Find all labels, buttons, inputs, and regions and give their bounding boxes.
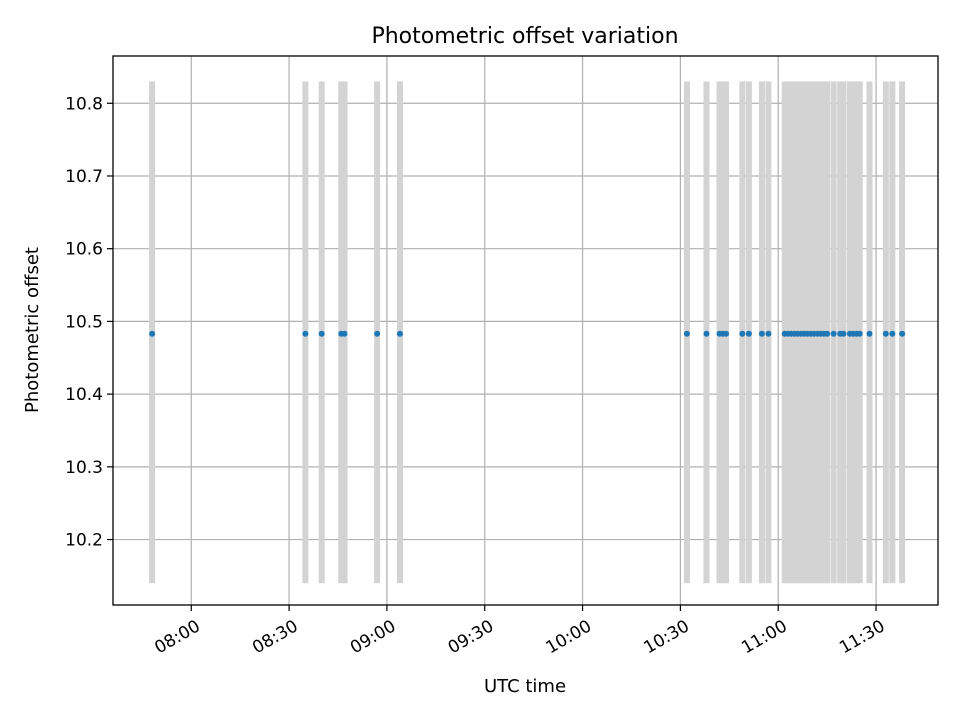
plot-frame [112,55,939,606]
data-point [824,330,831,337]
x-tick-label: 11:30 [836,616,888,658]
data-point [866,330,873,337]
chart-title: Photometric offset variation [371,24,678,49]
y-tick-label: 10.3 [65,458,103,478]
y-tick-label: 10.7 [65,167,103,187]
y-tick-label: 10.5 [65,312,103,332]
tick-layer: 08:00 08:30 09:00 09:30 10:00 10:30 11:00 11:30… [65,94,888,658]
y-tick-label: 10.8 [65,94,103,114]
x-tick-label: 10:30 [640,616,692,658]
y-tick-label: 10.4 [65,385,103,405]
x-tick-label: 09:30 [445,616,497,658]
data-point [830,330,837,337]
data-point [758,330,765,337]
data-point [723,330,730,337]
y-axis-label: Photometric offset [22,247,43,413]
data-point [745,330,752,337]
data-point [889,330,896,337]
x-tick-label: 08:30 [249,616,301,658]
data-point [765,330,772,337]
data-point [318,330,325,337]
data-point [374,330,381,337]
y-tick-label: 10.6 [65,240,103,260]
x-tick-label: 09:00 [347,616,399,658]
data-point [856,330,863,337]
data-point [703,330,710,337]
x-axis-label: UTC time [484,676,566,697]
data-point [149,330,156,337]
data-point [840,330,847,337]
data-point [739,330,746,337]
data-point [683,330,690,337]
x-tick-label: 10:00 [543,616,595,658]
x-tick-label: 11:00 [738,616,790,658]
x-tick-label: 08:00 [151,616,203,658]
data-point [396,330,403,337]
data-point [882,330,889,337]
data-point [302,330,309,337]
data-point [899,330,906,337]
data-point [341,330,348,337]
point-layer [149,330,906,337]
y-tick-label: 10.2 [65,531,103,551]
